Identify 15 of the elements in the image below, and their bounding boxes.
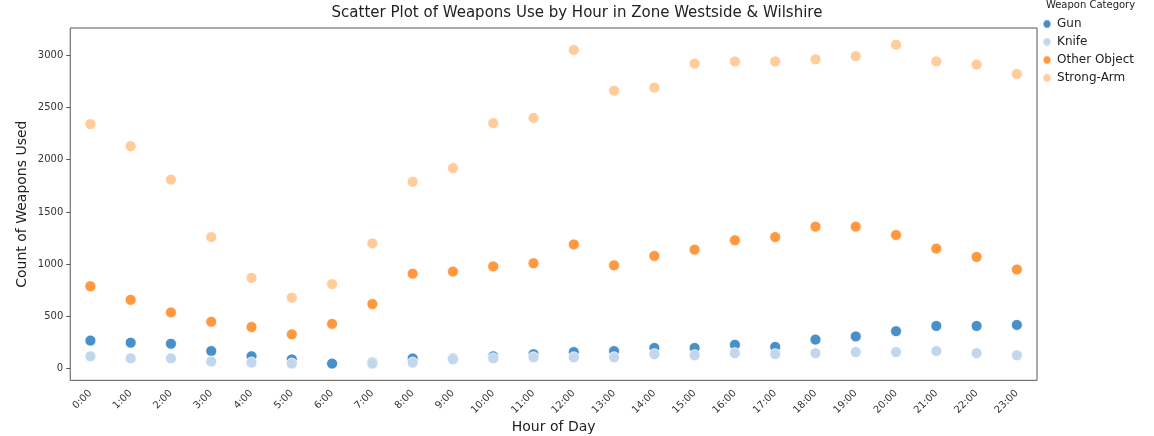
- y-tick-label: 0: [56, 362, 64, 374]
- legend-title: Weapon Category: [1045, 0, 1136, 10]
- y-tick-label: 2000: [37, 153, 64, 165]
- chart-title: Scatter Plot of Weapons Use by Hour in Zone Westside & Wilshire: [331, 2, 823, 21]
- y-tick-label: 1000: [37, 257, 64, 269]
- legend-label: Strong-Arm: [1057, 70, 1126, 85]
- y-axis-title: Count of Weapons Used: [13, 120, 30, 288]
- legend-label: Other Object: [1057, 52, 1135, 67]
- y-tick-label: 3000: [37, 48, 64, 60]
- y-tick-label: 500: [44, 310, 64, 322]
- y-tick-label: 2500: [37, 101, 64, 113]
- y-tick-label: 1500: [37, 205, 64, 217]
- legend-label: Gun: [1057, 16, 1082, 31]
- legend-label: Knife: [1057, 34, 1088, 49]
- x-axis-title: Hour of Day: [511, 418, 596, 435]
